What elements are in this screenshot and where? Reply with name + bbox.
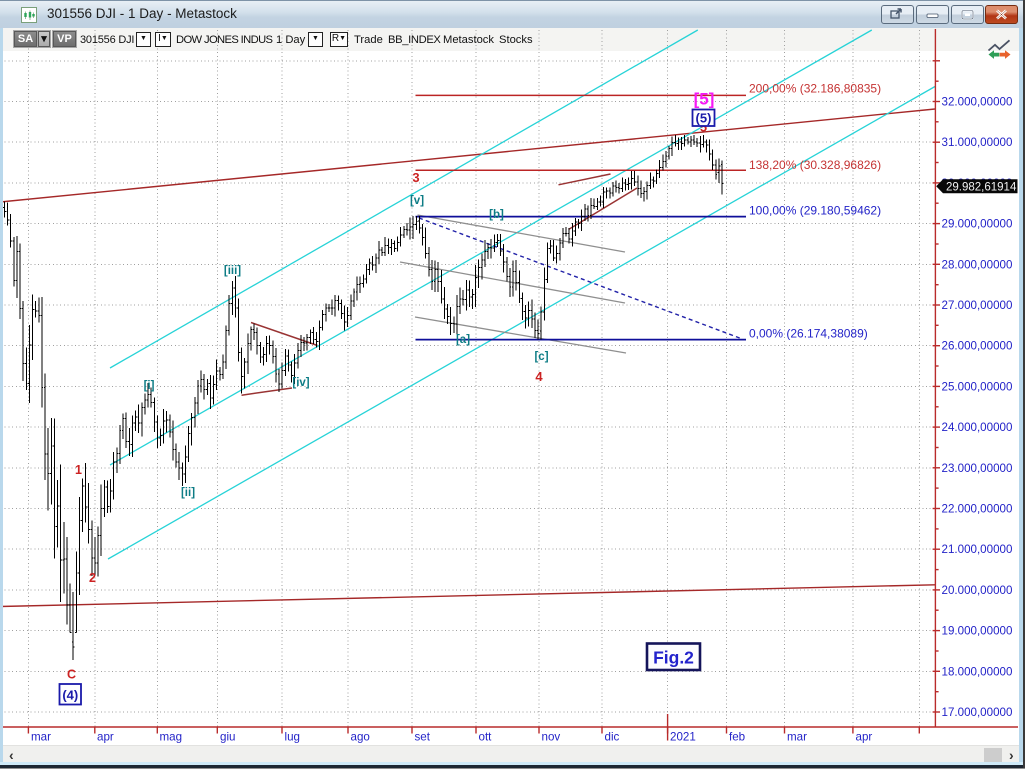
svg-text:28.000,00000: 28.000,00000: [942, 258, 1013, 271]
svg-text:18.000,00000: 18.000,00000: [942, 665, 1013, 678]
svg-text:lug: lug: [285, 731, 300, 744]
svg-text:nov: nov: [542, 731, 561, 744]
svg-text:mag: mag: [160, 731, 183, 744]
svg-text:1: 1: [75, 463, 82, 477]
svg-text:C: C: [67, 668, 76, 682]
svg-text:29.000,00000: 29.000,00000: [942, 218, 1013, 231]
svg-text:22.000,00000: 22.000,00000: [942, 503, 1013, 516]
svg-text:5: 5: [700, 120, 707, 135]
svg-text:19.000,00000: 19.000,00000: [942, 625, 1013, 638]
svg-text:24.000,00000: 24.000,00000: [942, 421, 1013, 434]
svg-text:200,00% (32.186,80835): 200,00% (32.186,80835): [749, 82, 881, 96]
svg-text:[b]: [b]: [489, 209, 504, 221]
svg-text:4: 4: [535, 369, 543, 384]
svg-text:ago: ago: [351, 731, 370, 744]
svg-text:2: 2: [89, 571, 96, 585]
svg-text:[v]: [v]: [410, 195, 424, 207]
svg-text:17.000,00000: 17.000,00000: [942, 706, 1013, 719]
svg-text:mar: mar: [787, 731, 807, 744]
svg-text:Fig.2: Fig.2: [653, 648, 694, 668]
svg-text:[iii]: [iii]: [224, 265, 241, 277]
svg-text:[i]: [i]: [144, 380, 155, 392]
svg-text:[c]: [c]: [534, 351, 548, 363]
svg-text:100,00% (29.180,59462): 100,00% (29.180,59462): [749, 204, 881, 218]
svg-text:29.982,61914: 29.982,61914: [946, 181, 1017, 193]
svg-text:26.000,00000: 26.000,00000: [942, 340, 1013, 353]
svg-text:[iv]: [iv]: [292, 377, 309, 389]
svg-text:apr: apr: [856, 731, 873, 744]
svg-text:(5): (5): [696, 111, 712, 126]
svg-text:138,20% (30.328,96826): 138,20% (30.328,96826): [749, 158, 881, 172]
svg-text:[5]: [5]: [694, 90, 715, 109]
svg-text:20.000,00000: 20.000,00000: [942, 584, 1013, 597]
svg-text:21.000,00000: 21.000,00000: [942, 543, 1013, 556]
svg-text:0,00% (26.174,38089): 0,00% (26.174,38089): [749, 327, 868, 341]
svg-text:feb: feb: [729, 731, 745, 744]
svg-text:apr: apr: [97, 731, 114, 744]
svg-text:[ii]: [ii]: [181, 487, 195, 499]
svg-text:[a]: [a]: [456, 334, 470, 346]
svg-text:dic: dic: [605, 731, 620, 744]
svg-text:ott: ott: [479, 731, 493, 744]
svg-text:23.000,00000: 23.000,00000: [942, 462, 1013, 475]
svg-text:25.000,00000: 25.000,00000: [942, 380, 1013, 393]
svg-text:mar: mar: [31, 731, 51, 744]
svg-text:2021: 2021: [670, 731, 696, 744]
svg-text:(4): (4): [62, 688, 78, 703]
svg-text:31.000,00000: 31.000,00000: [942, 136, 1013, 149]
svg-text:giu: giu: [220, 731, 235, 744]
svg-text:3: 3: [412, 170, 419, 185]
svg-text:set: set: [415, 731, 431, 744]
svg-text:32.000,00000: 32.000,00000: [942, 96, 1013, 109]
svg-text:27.000,00000: 27.000,00000: [942, 299, 1013, 312]
